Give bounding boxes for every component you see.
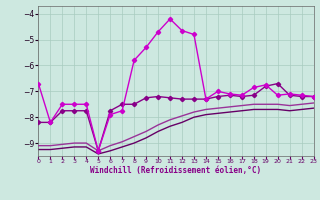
- X-axis label: Windchill (Refroidissement éolien,°C): Windchill (Refroidissement éolien,°C): [91, 166, 261, 175]
